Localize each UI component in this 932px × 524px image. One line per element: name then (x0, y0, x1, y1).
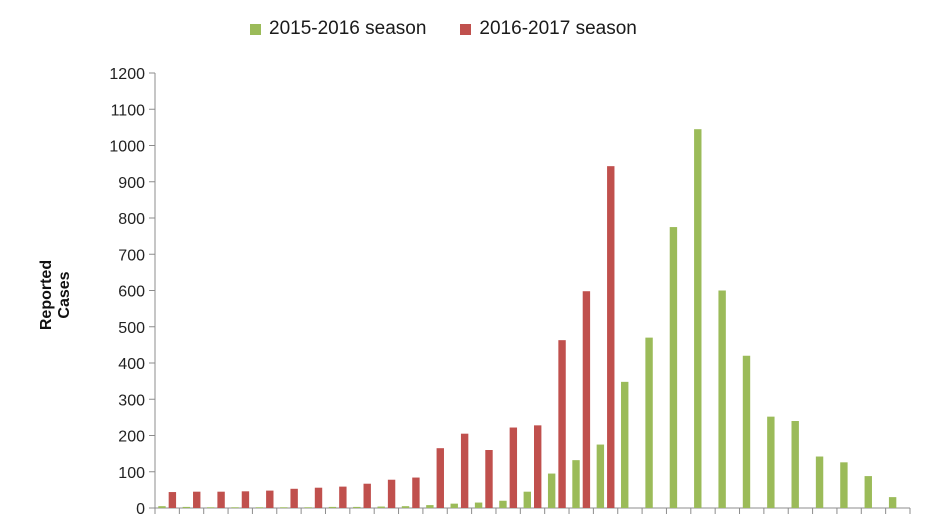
bar-series-2 (582, 291, 591, 508)
bar-series-1 (669, 227, 678, 508)
bar-series-1 (401, 506, 410, 508)
bar-series-1 (182, 506, 191, 508)
y-tick-label: 500 (118, 320, 145, 337)
bar-series-1 (791, 421, 799, 508)
legend-item-series-2: 2016-2017 season (460, 18, 637, 40)
bar-series-1 (231, 507, 239, 508)
bar-series-1 (645, 337, 653, 508)
bar-series-1 (328, 506, 337, 508)
bar-series-1 (158, 506, 166, 508)
legend: 2015-2016 season 2016-2017 season (250, 18, 637, 40)
legend-label-series-1: 2015-2016 season (269, 18, 427, 39)
bar-series-1 (840, 462, 848, 508)
bar-series-2 (558, 340, 566, 508)
bar-series-1 (864, 476, 872, 508)
y-tick-label: 1000 (109, 139, 145, 156)
bar-series-2 (217, 491, 225, 508)
bar-series-2 (509, 427, 518, 508)
legend-swatch-series-2 (460, 23, 472, 35)
bar-series-1 (377, 506, 385, 508)
bar-series-1 (255, 507, 264, 508)
bar-series-1 (694, 129, 702, 508)
bar-series-2 (387, 479, 396, 508)
y-tick-label: 900 (118, 175, 145, 192)
y-tick-label: 200 (118, 429, 145, 446)
legend-item-series-1: 2015-2016 season (250, 18, 426, 40)
y-tick-label: 100 (118, 465, 145, 482)
bar-series-1 (499, 500, 507, 508)
bar-series-2 (290, 488, 298, 508)
legend-label-series-2: 2016-2017 season (479, 18, 637, 39)
bar-series-1 (353, 506, 361, 508)
bar-series-1 (596, 444, 605, 508)
y-tick-label: 700 (118, 247, 145, 264)
legend-swatch-series-1 (250, 23, 261, 35)
y-tick-label: 1200 (109, 66, 145, 83)
bar-series-2 (607, 166, 615, 508)
bar-series-2 (241, 491, 250, 508)
bar-series-1 (718, 290, 726, 508)
bar-series-1 (815, 456, 824, 508)
y-tick-label: 600 (118, 284, 145, 301)
bar-series-1 (304, 507, 312, 508)
bar-series-1 (450, 503, 458, 508)
bar-series-2 (266, 490, 274, 508)
bar-series-2 (485, 450, 493, 508)
y-tick-label: 1100 (111, 102, 146, 119)
bar-series-2 (314, 487, 323, 508)
bar-series-2 (339, 486, 347, 508)
bar-series-1 (206, 507, 215, 508)
bar-series-2 (436, 448, 444, 508)
y-tick-label: 0 (136, 501, 145, 518)
bar-series-2 (460, 433, 469, 508)
bar-series-2 (363, 483, 371, 508)
bar-series-1 (742, 355, 751, 508)
bar-series-1 (523, 491, 531, 508)
bar-series-1 (572, 460, 580, 508)
y-tick-label: 800 (118, 211, 145, 228)
bar-series-1 (767, 416, 775, 508)
bar-series-1 (474, 502, 483, 508)
y-tick-label: 400 (118, 356, 145, 373)
bar-series-1 (621, 381, 629, 508)
bar-series-2 (193, 491, 201, 508)
y-tick-label: 300 (118, 392, 145, 409)
bar-series-2 (534, 425, 542, 508)
bar-series-1 (280, 507, 288, 508)
bar-series-1 (547, 473, 556, 508)
bar-series-1 (426, 505, 434, 508)
bar-series-1 (888, 497, 897, 508)
bar-series-2 (412, 477, 420, 508)
bar-series-2 (168, 492, 177, 508)
